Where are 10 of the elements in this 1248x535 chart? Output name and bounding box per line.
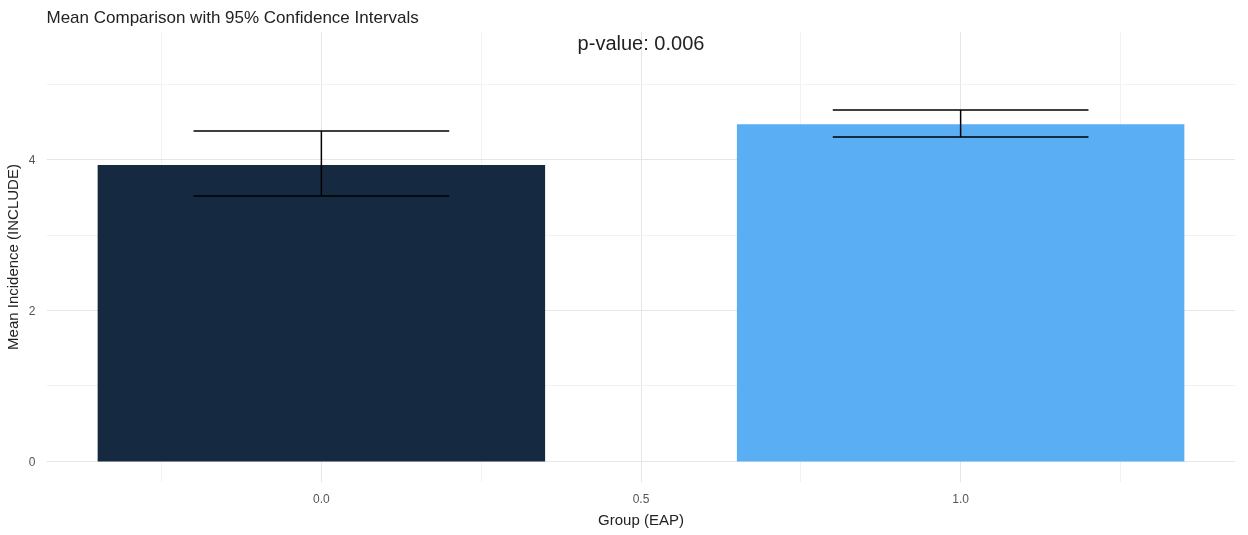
y-tick-label: 0 [28,454,36,469]
y-tick-label: 4 [28,153,36,168]
x-tick-label: 1.0 [952,491,970,506]
x-tick-label: 0.0 [313,491,331,506]
annotation: p-value: 0.006 [577,31,705,54]
chart-title: Mean Comparison with 95% Confidence Intervals [46,7,419,27]
x-axis-title: Group (EAP) [598,510,684,528]
x-tick-label: 0.5 [632,491,650,506]
y-axis-title: Mean Incidence (INCLUDE) [3,164,21,350]
y-tick-label: 2 [28,304,36,319]
